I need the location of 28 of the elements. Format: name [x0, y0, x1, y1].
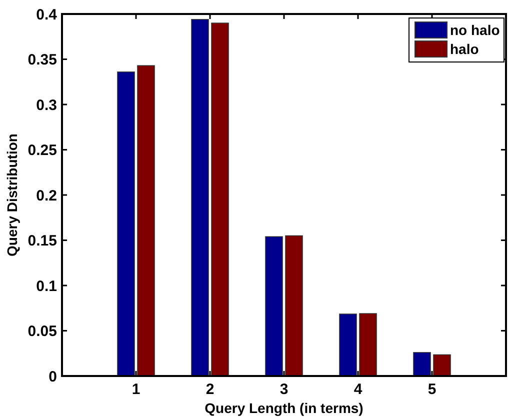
y-tick-label: 0.05 [28, 323, 57, 340]
y-tick-label: 0.25 [28, 142, 57, 159]
y-tick-label: 0 [48, 368, 57, 386]
y-axis-title: Query Distribution [4, 134, 20, 256]
x-tick-label: 1 [132, 381, 140, 398]
bar [339, 314, 357, 376]
y-tick-label: 0.2 [36, 187, 57, 204]
bar [265, 236, 283, 376]
y-tick-label: 0.1 [36, 278, 57, 295]
bar [117, 72, 135, 376]
legend-label: halo [450, 40, 479, 57]
y-tick-label: 0.35 [28, 52, 57, 68]
bar [413, 352, 431, 376]
bar [433, 354, 451, 376]
bar [285, 235, 303, 376]
x-axis-title: Query Length (in terms) [204, 400, 364, 416]
y-tick-label: 0.3 [36, 96, 57, 114]
bar [137, 65, 155, 376]
legend-label: no halo [450, 22, 500, 38]
y-tick-label: 0.15 [28, 232, 57, 250]
x-tick-label: 5 [428, 381, 436, 398]
bar [211, 22, 229, 376]
x-tick-label: 3 [280, 381, 288, 398]
x-tick-label: 2 [206, 381, 214, 398]
bar [359, 313, 377, 376]
x-tick-label: 4 [354, 381, 363, 398]
y-tick-label: 0.4 [36, 6, 58, 24]
bar [191, 19, 209, 376]
